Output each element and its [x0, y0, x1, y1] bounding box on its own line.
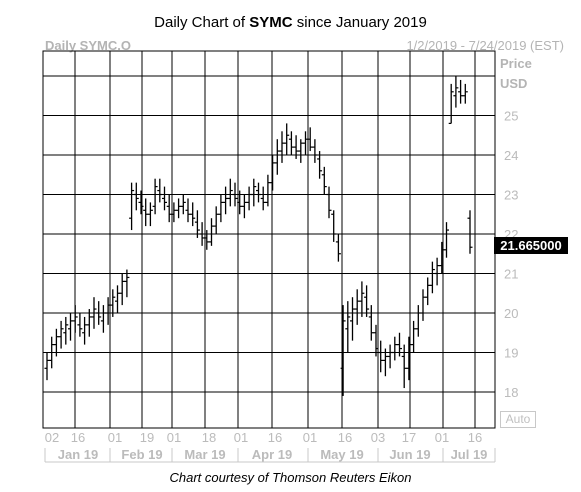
- x-tick-label: 17: [402, 430, 416, 445]
- month-label: Apr 19: [252, 447, 292, 462]
- month-label: May 19: [320, 447, 363, 462]
- y-tick-label: 18: [504, 385, 518, 400]
- x-tick-label: 16: [338, 430, 352, 445]
- title-suffix: since January 2019: [292, 14, 427, 31]
- last-price-label: 21.665000: [494, 237, 568, 254]
- symbol-label: Daily SYMC.O: [45, 38, 131, 53]
- x-tick-label: 01: [435, 430, 449, 445]
- y-tick-label: 24: [504, 148, 518, 163]
- currency-unit-label: USD: [500, 76, 528, 91]
- x-tick-label: 16: [468, 430, 482, 445]
- y-tick-label: 19: [504, 346, 518, 361]
- y-tick-label: 25: [504, 109, 518, 124]
- y-tick-label: 23: [504, 188, 518, 203]
- date-range-label: 1/2/2019 - 7/24/2019 (EST): [406, 38, 564, 53]
- plot-frame: [42, 50, 496, 429]
- month-label: Mar 19: [184, 447, 225, 462]
- chart-title: Daily Chart of SYMC since January 2019: [0, 14, 581, 31]
- x-tick-label: 01: [108, 430, 122, 445]
- title-ticker: SYMC: [249, 14, 293, 31]
- y-tick-label: 21: [504, 267, 518, 282]
- title-prefix: Daily Chart of: [154, 14, 250, 31]
- x-tick-label: 01: [167, 430, 181, 445]
- y-tick-label: 20: [504, 306, 518, 321]
- x-tick-label: 18: [202, 430, 216, 445]
- x-tick-label: 16: [268, 430, 282, 445]
- auto-scale-button[interactable]: Auto: [500, 411, 536, 428]
- month-label: Jan 19: [58, 447, 98, 462]
- x-tick-label: 01: [234, 430, 248, 445]
- x-tick-label: 16: [71, 430, 85, 445]
- x-tick-label: 01: [303, 430, 317, 445]
- price-unit-label: Price: [500, 56, 532, 71]
- x-tick-label: 03: [371, 430, 385, 445]
- month-label: Jul 19: [451, 447, 488, 462]
- x-tick-label: 02: [45, 430, 59, 445]
- month-label: Jun 19: [389, 447, 430, 462]
- month-label: Feb 19: [121, 447, 162, 462]
- chart-credit: Chart courtesy of Thomson Reuters Eikon: [169, 470, 412, 485]
- x-tick-label: 19: [140, 430, 154, 445]
